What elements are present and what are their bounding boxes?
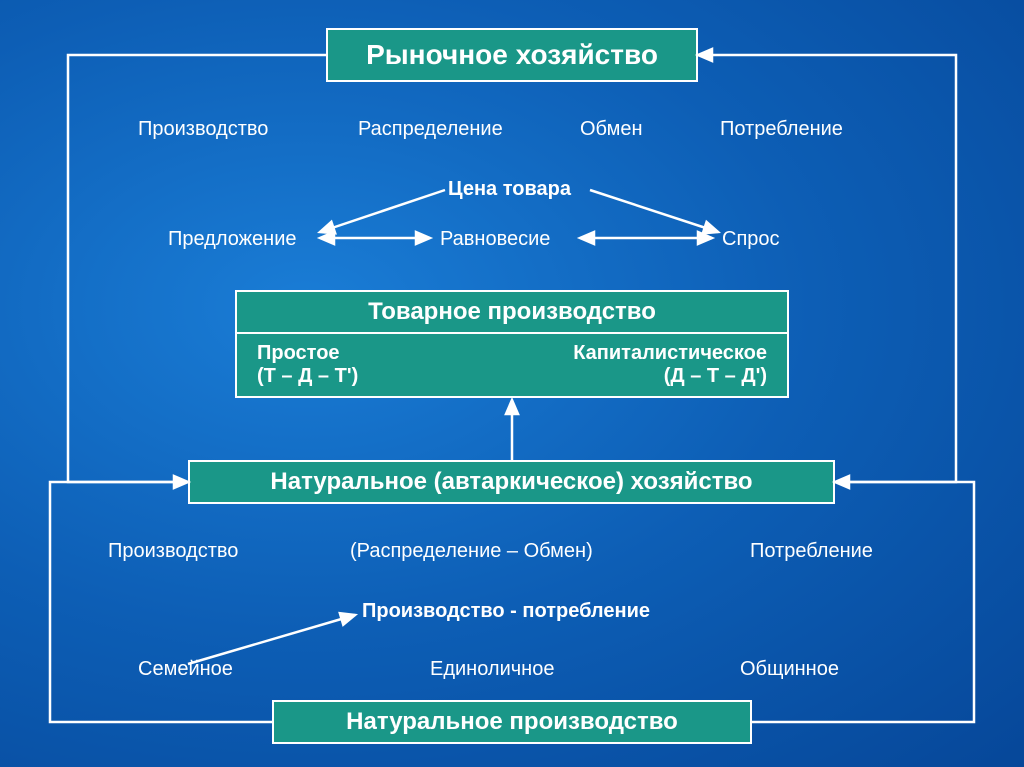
diagram-label: Семейное: [138, 658, 233, 681]
diagram-label: Общинное: [740, 658, 839, 681]
diagram-label: Равновесие: [440, 228, 550, 251]
box-commodity-subtypes: Простое (Т – Д – Т') Капиталистическое (…: [235, 334, 789, 398]
diagram-label: Производство: [108, 540, 238, 563]
diagram-label: Потребление: [720, 118, 843, 141]
diagram-label: Распределение: [358, 118, 503, 141]
subtype-simple: Простое (Т – Д – Т'): [237, 334, 512, 396]
subtype-capitalist: Капиталистическое (Д – Т – Д'): [512, 334, 787, 396]
box-market-label: Рыночное хозяйство: [366, 39, 658, 71]
diagram-label: Предложение: [168, 228, 297, 251]
diagram-label: Единоличное: [430, 658, 554, 681]
diagram-label: Потребление: [750, 540, 873, 563]
diagram-label: Обмен: [580, 118, 643, 141]
diagram-label: Производство: [138, 118, 268, 141]
diagram-label: Производство - потребление: [362, 600, 650, 623]
box-commodity-production: Товарное производство: [235, 290, 789, 334]
box-commodity-label: Товарное производство: [368, 298, 656, 326]
box-natural-economy: Натуральное (автаркическое) хозяйство: [188, 460, 835, 504]
diagram-label: Цена товара: [448, 178, 571, 201]
box-natural-econ-label: Натуральное (автаркическое) хозяйство: [270, 468, 752, 496]
diagram-label: (Распределение – Обмен): [350, 540, 593, 563]
box-natural-prod-label: Натуральное производство: [346, 708, 678, 736]
diagram-label: Спрос: [722, 228, 780, 251]
box-natural-production: Натуральное производство: [272, 700, 752, 744]
box-market-economy: Рыночное хозяйство: [326, 28, 698, 82]
